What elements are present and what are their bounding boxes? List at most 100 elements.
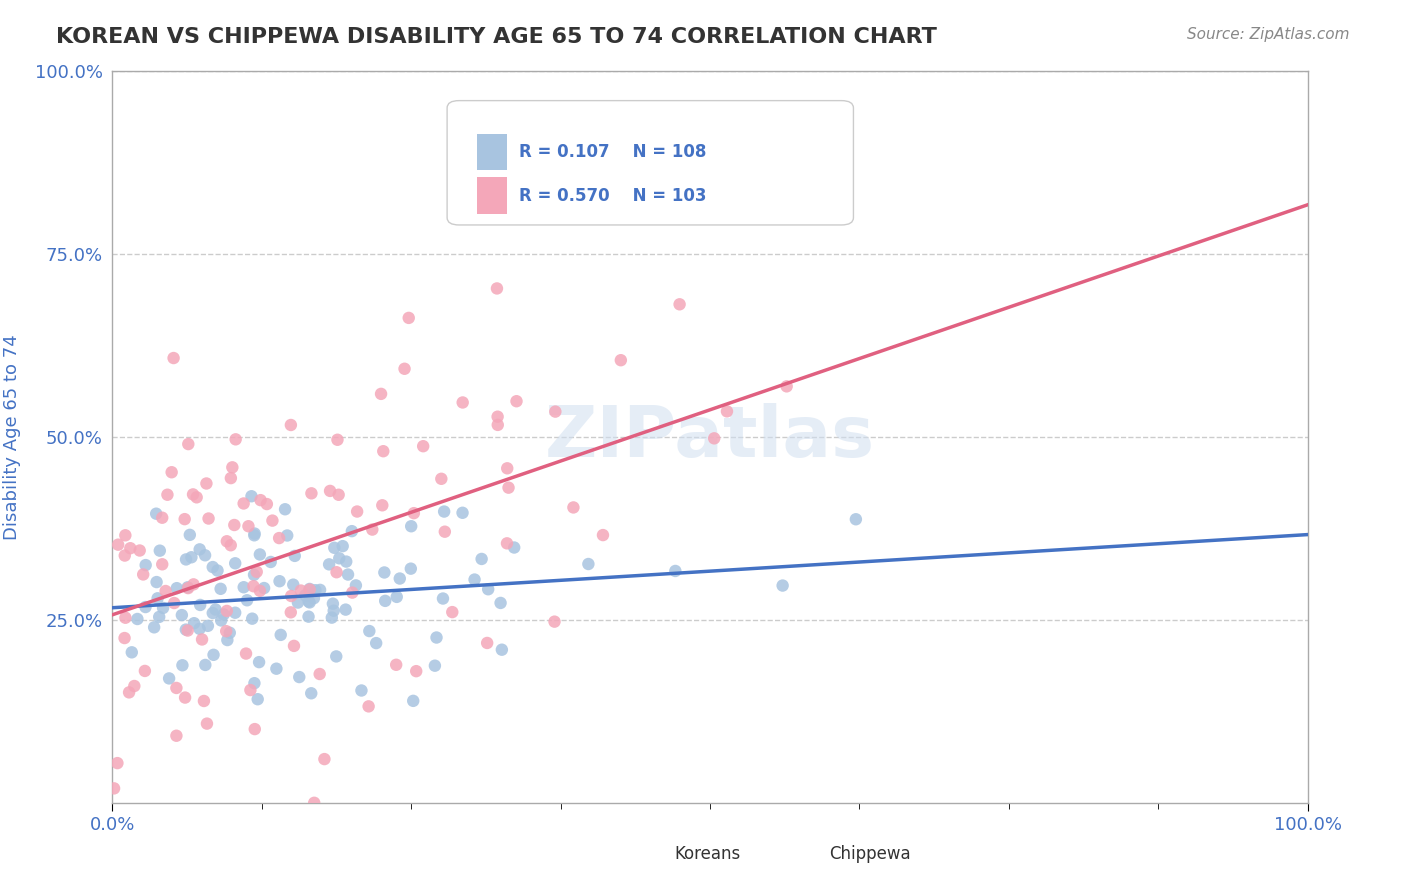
Point [319,483,342,498]
Point [325,649,347,664]
Point [249,548,271,562]
Point [134,600,156,615]
Point [197,511,219,525]
Point [287,596,309,610]
Point [373,566,395,580]
Point [143,620,166,634]
Point [240,489,263,503]
Point [238,519,260,533]
Point [121,645,143,659]
Point [118,685,141,699]
Point [322,604,344,618]
Point [274,502,297,516]
Point [337,567,360,582]
Point [321,610,343,624]
Point [298,594,321,608]
Point [280,605,302,619]
Point [188,542,211,557]
Point [243,567,266,582]
Point [107,538,129,552]
Point [433,524,456,539]
Point [276,528,298,542]
Point [318,558,340,572]
Point [249,493,271,508]
Point [127,612,149,626]
Point [232,496,254,510]
Point [177,581,200,595]
Point [485,281,508,295]
Point [496,461,519,475]
Point [215,604,238,618]
Point [174,552,197,566]
Point [204,602,226,616]
Point [486,417,509,432]
Point [246,565,269,579]
Point [215,624,238,639]
Point [177,437,200,451]
Point [302,591,325,606]
Point [576,557,599,571]
Point [124,679,146,693]
Point [219,538,242,552]
Point [491,642,513,657]
Y-axis label: Disability Age 65 to 74: Disability Age 65 to 74 [3,334,21,540]
Point [610,353,633,368]
Point [243,528,266,542]
Point [394,361,416,376]
Point [207,564,229,578]
Point [183,616,205,631]
Point [359,624,381,638]
Point [284,549,307,563]
Point [256,497,278,511]
Point [304,583,326,598]
Point [152,601,174,615]
Point [464,573,486,587]
Point [489,596,512,610]
Point [197,619,219,633]
Point [385,590,408,604]
Point [132,567,155,582]
Point [340,524,363,538]
Point [388,572,411,586]
Point [243,526,266,541]
Point [344,578,367,592]
Point [247,655,270,669]
Point [224,518,246,533]
Point [328,488,350,502]
Point [399,519,422,533]
Point [172,658,194,673]
Point [165,681,187,695]
Point [180,550,202,565]
Point [155,584,177,599]
Point [163,596,186,610]
Point [146,591,169,606]
Point [280,589,302,603]
Point [225,433,247,447]
Point [299,486,322,500]
Point [772,578,794,592]
Point [166,581,188,595]
Point [326,433,349,447]
FancyBboxPatch shape [477,134,508,170]
Point [114,528,136,542]
Point [325,566,347,580]
Point [298,582,321,596]
Point [716,404,738,418]
Point [366,636,388,650]
Point [262,514,284,528]
Point [451,395,474,409]
Point [332,539,354,553]
Point [195,476,218,491]
Point [297,609,319,624]
Point [308,667,330,681]
Text: Koreans: Koreans [675,845,741,863]
Point [425,631,447,645]
Point [503,541,526,555]
Point [592,528,614,542]
Point [668,297,690,311]
Point [433,504,456,518]
Point [176,580,198,594]
Point [399,562,422,576]
Point [405,664,427,678]
Point [236,593,259,607]
